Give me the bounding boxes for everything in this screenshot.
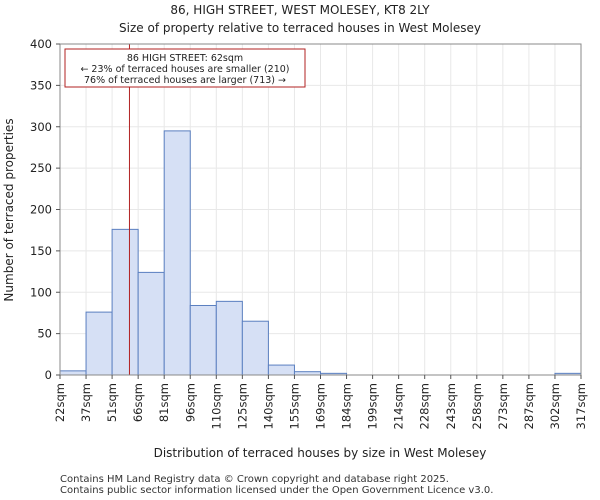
annotation-line-2: ← 23% of terraced houses are smaller (21… [80, 64, 289, 75]
bar-37sqm [85, 311, 113, 376]
x-tick-label-51sqm: 51sqm [105, 383, 119, 422]
x-tick-label-273sqm: 273sqm [496, 383, 510, 429]
x-tick-label-317sqm: 317sqm [574, 383, 588, 429]
bar-140sqm [267, 364, 295, 376]
y-tick-label: 250 [30, 161, 52, 175]
x-tick-label-66sqm: 66sqm [131, 383, 145, 422]
x-tick-label-199sqm: 199sqm [366, 383, 380, 429]
bar-125sqm [241, 320, 269, 376]
x-tick-label-228sqm: 228sqm [418, 383, 432, 429]
x-tick-label-184sqm: 184sqm [340, 383, 354, 429]
footer-line-2: Contains public sector information licen… [60, 485, 494, 496]
annotation-box: 86 HIGH STREET: 62sqm ← 23% of terraced … [64, 48, 306, 88]
x-tick-label-287sqm: 287sqm [522, 383, 536, 429]
bar-66sqm [137, 271, 165, 376]
y-tick-label: 350 [30, 78, 52, 92]
x-tick-label-140sqm: 140sqm [261, 383, 275, 429]
annotation-line-3: 76% of terraced houses are larger (713) … [84, 75, 286, 86]
x-tick-label-110sqm: 110sqm [209, 383, 223, 429]
chart-title: 86, HIGH STREET, WEST MOLESEY, KT8 2LY [170, 3, 430, 17]
x-tick-label-258sqm: 258sqm [470, 383, 484, 429]
chart-subtitle: Size of property relative to terraced ho… [119, 21, 481, 35]
x-tick-label-37sqm: 37sqm [79, 383, 93, 422]
annotation-line-1: 86 HIGH STREET: 62sqm [127, 53, 243, 64]
y-axis-label: Number of terraced properties [2, 118, 16, 301]
x-axis-label: Distribution of terraced houses by size … [154, 446, 487, 460]
bar-22sqm [59, 370, 87, 376]
y-tick-label: 0 [45, 368, 52, 382]
x-tick-label-214sqm: 214sqm [392, 383, 406, 429]
y-tick-label: 400 [30, 37, 52, 51]
y-ticks: 0 50 100 150 200 250 300 350 400 [30, 37, 60, 382]
x-tick-label-125sqm: 125sqm [235, 383, 249, 429]
y-tick-label: 100 [30, 285, 52, 299]
x-ticks: 22sqm 37sqm 51sqm 66sqm 81sqm 96sqm 110sqm 125s… [53, 375, 588, 429]
y-tick-label: 50 [37, 327, 52, 341]
x-tick-label-302sqm: 302sqm [548, 383, 562, 429]
x-tick-label-22sqm: 22sqm [53, 383, 67, 422]
x-tick-label-169sqm: 169sqm [314, 383, 328, 429]
bars [59, 130, 582, 376]
bar-110sqm [215, 300, 243, 376]
annotation-frame [64, 48, 306, 88]
y-tick-label: 200 [30, 203, 52, 217]
x-tick-label-243sqm: 243sqm [444, 383, 458, 429]
footer-line-1: Contains HM Land Registry data © Crown c… [60, 474, 449, 485]
x-tick-label-96sqm: 96sqm [183, 383, 197, 422]
bar-51sqm [111, 228, 139, 376]
x-tick-label-81sqm: 81sqm [157, 383, 171, 422]
bar-96sqm [189, 304, 217, 376]
y-tick-label: 150 [30, 244, 52, 258]
bar-81sqm [163, 130, 191, 376]
x-tick-label-155sqm: 155sqm [287, 383, 301, 429]
y-tick-label: 300 [30, 120, 52, 134]
